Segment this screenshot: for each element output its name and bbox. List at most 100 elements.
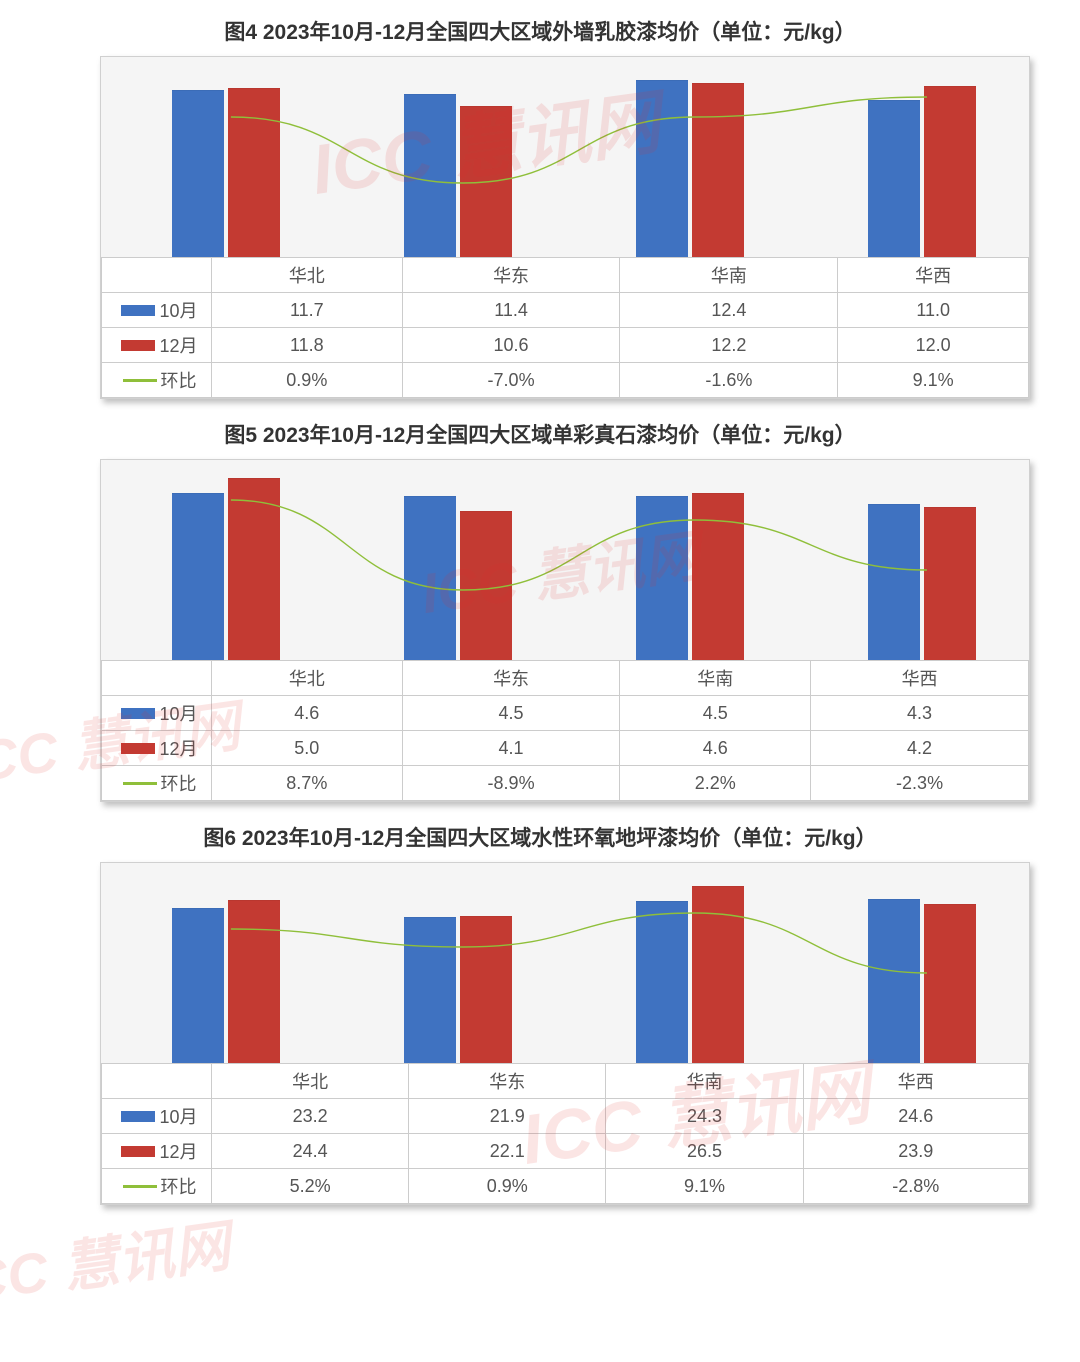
chart6-legend-dec-label: 12月 <box>159 1138 197 1164</box>
chart6-box: 华北华东华南华西10月23.221.924.324.612月24.422.126… <box>100 862 1030 1205</box>
chart4-dec-0: 11.8 <box>212 328 403 363</box>
chart5-title: 图5 2023年10月-12月全国四大区域单彩真石漆均价（单位：元/kg） <box>10 419 1070 449</box>
chart6-group-3 <box>862 899 982 1063</box>
chart5-group-3 <box>862 504 982 660</box>
chart4-bar-oct-1 <box>404 94 456 257</box>
chart5-ratio-2: 2.2% <box>620 766 811 801</box>
chart4-legend-dec-label: 12月 <box>159 332 197 358</box>
chart4-legend-ratio-label: 环比 <box>161 367 197 393</box>
chart5-bar-oct-1 <box>404 496 456 660</box>
legend-blank <box>102 1064 212 1099</box>
chart6-dec-1: 22.1 <box>409 1134 606 1169</box>
chart4-bar-dec-1 <box>460 106 512 257</box>
chart6-dec-0: 24.4 <box>212 1134 409 1169</box>
chart6-group-0 <box>166 900 286 1063</box>
chart5-oct-2: 4.5 <box>620 696 811 731</box>
chart4-bar-dec-3 <box>924 86 976 257</box>
chart5-oct-0: 4.6 <box>212 696 403 731</box>
chart4-legend-dec-swatch <box>121 340 155 351</box>
chart6-group-2 <box>630 886 750 1063</box>
chart6-ratio-3: -2.8% <box>803 1169 1028 1204</box>
chart4-oct-3: 11.0 <box>838 293 1029 328</box>
chart6-oct-1: 21.9 <box>409 1099 606 1134</box>
chart5-legend-ratio: 环比 <box>102 766 212 801</box>
chart5-bar-dec-2 <box>692 493 744 660</box>
chart6-ratio-2: 9.1% <box>606 1169 803 1204</box>
chart4-plot <box>101 57 1029 257</box>
chart5-legend-dec: 12月 <box>102 731 212 766</box>
chart6-ratio-1: 0.9% <box>409 1169 606 1204</box>
chart5-ratio-1: -8.9% <box>402 766 620 801</box>
chart6-block: 图6 2023年10月-12月全国四大区域水性环氧地坪漆均价（单位：元/kg） 华… <box>10 822 1070 1205</box>
chart4-legend-oct-swatch <box>121 305 155 316</box>
chart4-legend-dec: 12月 <box>102 328 212 363</box>
chart6-bar-oct-0 <box>172 908 224 1063</box>
chart5-dec-3: 4.2 <box>811 731 1029 766</box>
chart4-ratio-1: -7.0% <box>402 363 620 398</box>
chart4-dec-2: 12.2 <box>620 328 838 363</box>
chart4-dec-1: 10.6 <box>402 328 620 363</box>
chart6-legend-oct: 10月 <box>102 1099 212 1134</box>
chart5-legend-dec-label: 12月 <box>159 735 197 761</box>
chart5-legend-oct-swatch <box>121 708 155 719</box>
chart6-title: 图6 2023年10月-12月全国四大区域水性环氧地坪漆均价（单位：元/kg） <box>10 822 1070 852</box>
chart4-legend-ratio-swatch <box>123 379 157 382</box>
chart4-bar-oct-0 <box>172 90 224 257</box>
chart5-ratio-0: 8.7% <box>212 766 403 801</box>
chart5-bar-oct-3 <box>868 504 920 660</box>
chart4-cat-2: 华南 <box>620 258 838 293</box>
chart4-bar-oct-2 <box>636 80 688 257</box>
chart5-legend-ratio-label: 环比 <box>161 770 197 796</box>
chart5-bar-dec-0 <box>228 478 280 660</box>
chart4-legend-oct: 10月 <box>102 293 212 328</box>
chart5-plot <box>101 460 1029 660</box>
chart6-dec-3: 23.9 <box>803 1134 1028 1169</box>
chart6-legend-ratio-swatch <box>123 1185 157 1188</box>
chart6-bar-dec-1 <box>460 916 512 1063</box>
chart6-ratio-0: 5.2% <box>212 1169 409 1204</box>
chart4-box: 华北华东华南华西10月11.711.412.411.012月11.810.612… <box>100 56 1030 399</box>
chart5-oct-1: 4.5 <box>402 696 620 731</box>
chart5-cat-2: 华南 <box>620 661 811 696</box>
chart4-group-1 <box>398 94 518 257</box>
chart4-oct-1: 11.4 <box>402 293 620 328</box>
chart6-bar-dec-3 <box>924 904 976 1063</box>
chart4-dec-3: 12.0 <box>838 328 1029 363</box>
chart4-block: 图4 2023年10月-12月全国四大区域外墙乳胶漆均价（单位：元/kg）华北华… <box>10 16 1070 399</box>
chart5-cat-1: 华东 <box>402 661 620 696</box>
chart6-legend-oct-label: 10月 <box>159 1103 197 1129</box>
chart6-bar-oct-2 <box>636 901 688 1063</box>
chart6-cat-1: 华东 <box>409 1064 606 1099</box>
chart4-ratio-3: 9.1% <box>838 363 1029 398</box>
chart6-plot <box>101 863 1029 1063</box>
chart5-dec-2: 4.6 <box>620 731 811 766</box>
chart5-legend-oct-label: 10月 <box>159 700 197 726</box>
chart4-cat-0: 华北 <box>212 258 403 293</box>
chart5-dec-0: 5.0 <box>212 731 403 766</box>
chart5-cat-3: 华西 <box>811 661 1029 696</box>
chart6-legend-dec-swatch <box>121 1146 155 1157</box>
chart6-bar-oct-1 <box>404 917 456 1063</box>
chart5-bar-oct-0 <box>172 493 224 660</box>
chart6-legend-oct-swatch <box>121 1111 155 1122</box>
chart5-dec-1: 4.1 <box>402 731 620 766</box>
chart6-oct-2: 24.3 <box>606 1099 803 1134</box>
legend-blank <box>102 661 212 696</box>
chart6-oct-3: 24.6 <box>803 1099 1028 1134</box>
chart4-bar-dec-0 <box>228 88 280 257</box>
chart5-block: 图5 2023年10月-12月全国四大区域单彩真石漆均价（单位：元/kg）华北华… <box>10 419 1070 802</box>
chart4-bar-dec-2 <box>692 83 744 257</box>
chart6-bar-dec-2 <box>692 886 744 1063</box>
chart5-legend-oct: 10月 <box>102 696 212 731</box>
chart4-bar-oct-3 <box>868 100 920 257</box>
watermark-4: ICC 慧讯网 <box>0 1201 234 1320</box>
chart4-cat-3: 华西 <box>838 258 1029 293</box>
chart4-legend-ratio: 环比 <box>102 363 212 398</box>
chart4-group-0 <box>166 88 286 257</box>
chart6-bar-oct-3 <box>868 899 920 1063</box>
chart5-ratio-3: -2.3% <box>811 766 1029 801</box>
chart6-cat-2: 华南 <box>606 1064 803 1099</box>
chart5-bar-oct-2 <box>636 496 688 660</box>
chart4-legend-oct-label: 10月 <box>159 297 197 323</box>
chart5-group-2 <box>630 493 750 660</box>
